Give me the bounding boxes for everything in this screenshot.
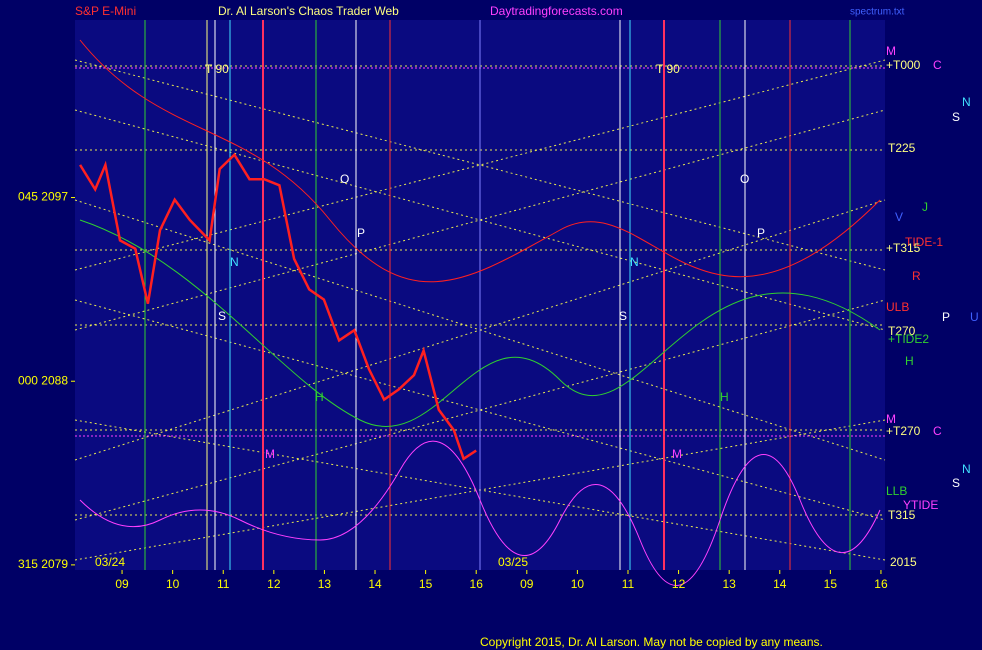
right-label: N [962,95,971,109]
x-tick-label: 09 [520,577,534,591]
site-url: Daytradingforecasts.com [490,4,623,18]
x-tick-label: 09 [115,577,129,591]
x-tick-label: 13 [722,577,736,591]
right-label: S [952,110,960,124]
right-label: +T315 [886,241,921,255]
day-label: 03/24 [95,555,125,569]
file-name: spectrum.txt [850,7,905,18]
right-label: T315 [888,508,916,522]
y-tick-label: 000 2088 [18,373,68,387]
x-tick-label: 14 [773,577,787,591]
annotation: H [315,390,324,404]
annotation: S [619,309,627,323]
right-label: LLB [886,484,907,498]
right-label: +T000 [886,58,921,72]
symbol: S&P E-Mini [75,4,136,18]
x-tick-label: 10 [571,577,585,591]
y-tick-label: 045 2097 [18,190,68,204]
decor-lines [74,20,886,586]
annotation: O [740,172,749,186]
right-label: M [886,412,896,426]
right-labels: M +T000 C N S T225 V J TIDE-1 +T315 R UL… [886,44,979,569]
annotation: M [265,447,275,461]
x-tick-label: 15 [419,577,433,591]
day-label: 03/25 [498,555,528,569]
annotation: N [630,255,639,269]
right-label: M [886,44,896,58]
y-tick-label: 315 2079 [18,557,68,571]
x-tick-label: 11 [622,577,635,591]
annotation: M [672,447,682,461]
right-label: H [905,354,914,368]
right-label: U [970,310,979,324]
annotation: S [218,309,226,323]
right-label: +T270 [886,424,921,438]
right-label: C [933,424,942,438]
annotation: H [720,390,729,404]
right-label: V [895,210,903,224]
right-label: +TIDE2 [888,332,929,346]
x-tick-label: 16 [874,577,888,591]
site-title: Dr. Al Larson's Chaos Trader Web [218,4,399,18]
annotation: N [230,255,239,269]
price-line [79,152,477,461]
annotations: T 90 T 90 O P N S H M O P N S H M [205,62,765,461]
right-label: T225 [888,141,916,155]
annotation: P [357,226,365,240]
right-label: T270 [888,324,916,338]
right-label: 2015 [890,555,917,569]
x-tick-label: 16 [470,577,484,591]
copyright: Copyright 2015, Dr. Al Larson. May not b… [480,635,823,649]
right-label: R [912,269,921,283]
x-tick-label: 13 [318,577,332,591]
x-tick-label: 15 [824,577,838,591]
x-tick-label: 12 [672,577,686,591]
annotation: T 90 [656,62,680,76]
annotation: P [757,226,765,240]
right-label: S [952,476,960,490]
x-tick-label: 14 [368,577,382,591]
annotation: O [340,172,349,186]
right-label: N [962,462,971,476]
right-label: ULB [886,300,909,314]
right-label: C [933,58,942,72]
right-label: P [942,310,950,324]
right-label: J [922,200,928,214]
right-label: TIDE-1 [905,235,943,249]
x-tick-label: 10 [166,577,180,591]
x-tick-label: 11 [217,577,230,591]
annotation: T 90 [205,62,229,76]
right-label: YTIDE [903,498,938,512]
x-tick-label: 12 [267,577,281,591]
